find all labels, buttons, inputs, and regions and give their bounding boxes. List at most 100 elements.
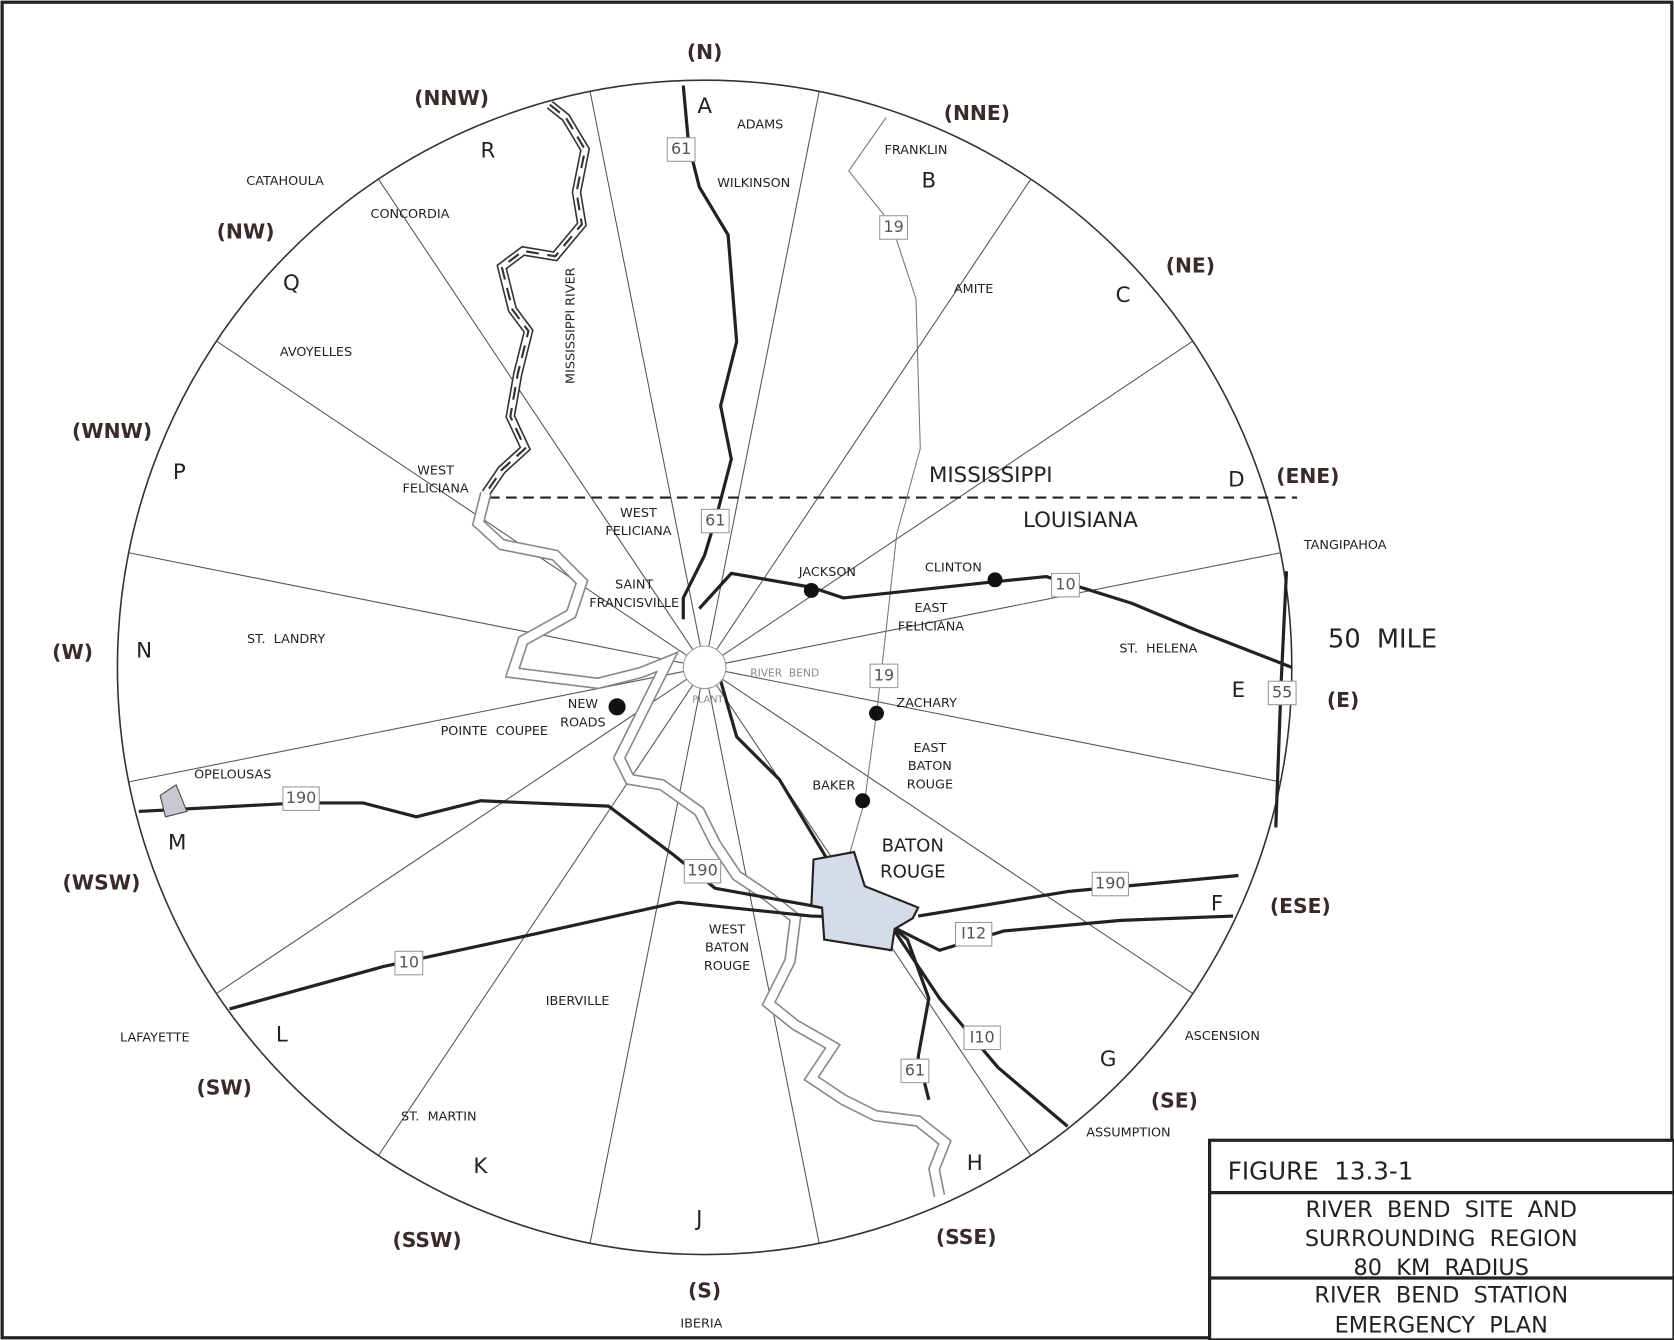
figure-number: FIGURE 13.3-1 xyxy=(1228,1156,1414,1185)
highway-label: 190 xyxy=(1095,874,1126,893)
place-label: FRANCISVILLE xyxy=(589,596,679,611)
place-label: CLINTON xyxy=(925,561,982,576)
highway-label: 190 xyxy=(286,788,317,807)
highway-shield xyxy=(900,1058,930,1084)
sector-letter: E xyxy=(1232,678,1246,703)
sector-line xyxy=(216,666,705,994)
place-label: ST. LANDRY xyxy=(247,632,325,647)
direction-label: (S) xyxy=(688,1278,721,1302)
sector-line xyxy=(128,552,705,668)
highway-label: 19 xyxy=(874,665,894,684)
highway-label: I10 xyxy=(970,1027,995,1046)
sector-line xyxy=(589,667,706,1244)
city-label: BATON xyxy=(882,836,944,857)
direction-label: (NW) xyxy=(217,219,275,243)
place-label: WEST xyxy=(709,922,746,937)
town-dot xyxy=(855,793,871,809)
city-label: ROUGE xyxy=(880,861,946,882)
sector-line xyxy=(704,666,1194,994)
sector-line xyxy=(704,340,1194,668)
direction-label: (SSE) xyxy=(936,1225,997,1249)
place-label: ZACHARY xyxy=(896,696,957,711)
direction-label: (NNE) xyxy=(944,101,1010,125)
place-label: TANGIPAHOA xyxy=(1303,538,1387,553)
highway-label: 61 xyxy=(905,1060,925,1079)
town-dot xyxy=(608,698,626,716)
place-label: CATAHOULA xyxy=(246,174,324,189)
state-label: MISSISSIPPI xyxy=(929,463,1053,488)
sector-letter: P xyxy=(173,460,186,485)
place-label: SAINT xyxy=(615,578,653,593)
sector-letter: G xyxy=(1100,1047,1117,1072)
sector-letter: M xyxy=(168,830,186,855)
site-label: PLANT xyxy=(692,694,723,705)
city-area xyxy=(810,850,920,952)
highway-label: 61 xyxy=(671,139,691,158)
sector-line xyxy=(377,178,706,668)
sector-letter: D xyxy=(1228,468,1244,493)
place-label: ASCENSION xyxy=(1185,1029,1260,1044)
sector-letter: Q xyxy=(283,271,300,296)
figure-title: SURROUNDING REGION xyxy=(1305,1226,1578,1252)
sector-letter: H xyxy=(967,1151,983,1176)
river-label: MISSISSIPPI RIVER xyxy=(564,267,579,384)
highway-shield xyxy=(683,858,722,884)
road xyxy=(842,117,921,876)
highway-label: I12 xyxy=(961,924,986,943)
place-label: ADAMS xyxy=(737,117,783,132)
sector-letter: K xyxy=(473,1154,488,1179)
sector-line xyxy=(704,178,1032,668)
highway-shield xyxy=(1267,680,1297,706)
highway-shield xyxy=(666,137,696,162)
place-label: WEST xyxy=(620,506,657,521)
place-label: ASSUMPTION xyxy=(1086,1125,1170,1140)
highway-shield xyxy=(1091,871,1129,897)
direction-label: (SW) xyxy=(196,1076,251,1100)
highway-label: 10 xyxy=(1055,575,1075,594)
river xyxy=(473,492,950,1197)
direction-label: (ESE) xyxy=(1270,894,1331,918)
sector-letter: A xyxy=(697,94,712,119)
place-label: EAST xyxy=(915,601,948,616)
labels: (N) (NNE) (NE) (ENE) (E) (ESE) (SE) (SSE) (S) (SS… xyxy=(52,40,1578,1339)
site-marker xyxy=(682,645,727,690)
place-label: NEW xyxy=(568,697,599,712)
place-label: AVOYELLES xyxy=(280,345,352,360)
city-area xyxy=(159,783,188,818)
sector-line xyxy=(377,667,706,1156)
place-label: FELICIANA xyxy=(898,619,964,634)
sector-letter: B xyxy=(921,169,936,194)
sector-line xyxy=(704,91,820,668)
place-label: ROADS xyxy=(560,715,605,730)
highway-shield xyxy=(869,663,899,689)
highway-shield xyxy=(282,786,320,811)
place-label: POINTE COUPEE xyxy=(441,724,548,739)
direction-label: (SSW) xyxy=(392,1228,461,1252)
direction-label: (NNW) xyxy=(414,86,489,110)
highway-shield xyxy=(954,921,993,947)
place-label: WEST xyxy=(417,463,454,478)
highway-label: 190 xyxy=(687,861,718,880)
road xyxy=(681,85,739,620)
sector-letter: N xyxy=(136,638,152,663)
radius-label: 50 MILE xyxy=(1328,625,1437,655)
town-dot xyxy=(803,582,819,598)
sector-letter: J xyxy=(694,1206,702,1231)
highway-shield xyxy=(700,508,730,534)
site-label: RIVER BEND xyxy=(750,667,819,680)
place-label: BAKER xyxy=(812,778,855,793)
figure-subtitle: RIVER BEND STATION xyxy=(1314,1283,1568,1309)
direction-label: (ENE) xyxy=(1276,464,1339,488)
town-dots xyxy=(608,572,1003,809)
highway-label: 55 xyxy=(1272,682,1292,701)
figure-title: RIVER BEND SITE AND xyxy=(1305,1197,1577,1223)
place-label: FELICIANA xyxy=(403,482,469,497)
road xyxy=(896,914,1234,952)
figure-title: 80 KM RADIUS xyxy=(1354,1255,1530,1281)
place-label: IBERIA xyxy=(680,1316,722,1331)
place-label: ROUGE xyxy=(907,777,953,792)
sector-letter: F xyxy=(1211,891,1223,916)
place-label: BATON xyxy=(908,759,952,774)
